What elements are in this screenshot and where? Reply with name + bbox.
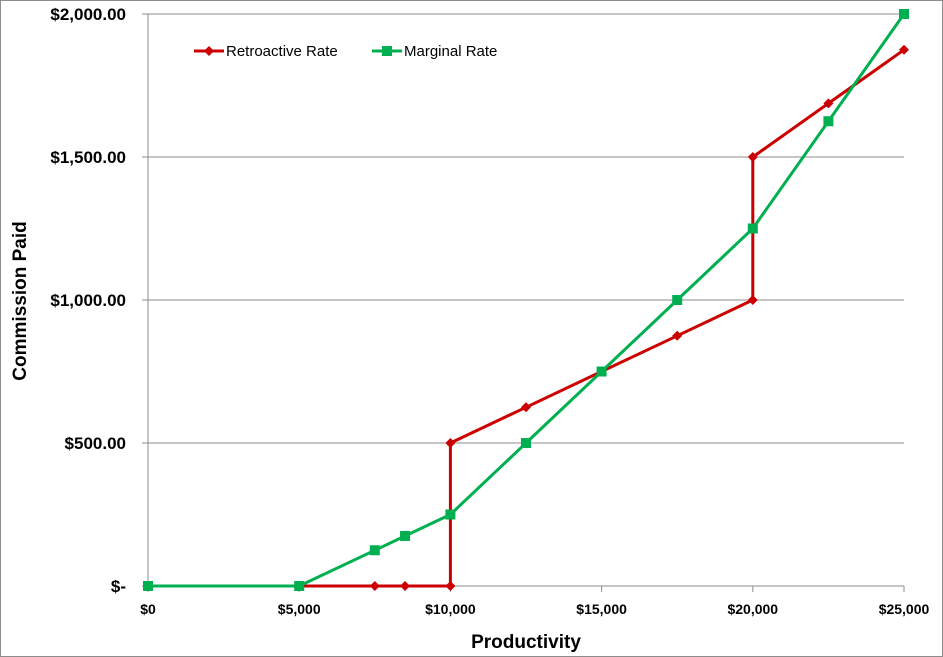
legend-label: Marginal Rate — [404, 43, 497, 60]
y-tick-label: $- — [111, 577, 126, 596]
series-marginal-rate — [143, 9, 909, 591]
data-point — [445, 581, 456, 591]
axes — [142, 13, 905, 592]
data-point — [823, 98, 834, 109]
x-tick-label: $10,000 — [425, 601, 476, 617]
data-point — [521, 438, 531, 448]
series-retroactive-rate — [143, 44, 909, 591]
x-tick-labels: $0 $5,000 $10,000 $15,000 $20,000 $25,000 — [140, 601, 929, 617]
data-point — [400, 581, 411, 591]
series-line — [148, 48, 905, 588]
x-tick-label: $25,000 — [879, 601, 930, 617]
data-point — [747, 295, 758, 305]
data-point — [400, 530, 411, 541]
y-tick-label: $1,500.00 — [50, 148, 126, 167]
data-point — [294, 581, 305, 591]
x-tick-label: $0 — [140, 601, 156, 617]
data-point — [143, 581, 153, 591]
data-point — [521, 402, 531, 413]
gridlines — [148, 13, 904, 444]
y-tick-labels: $- $500.00 $1,000.00 $1,500.00 $2,000.00 — [50, 5, 126, 596]
data-point — [747, 152, 758, 162]
data-point — [823, 116, 834, 127]
legend-label: Retroactive Rate — [226, 43, 338, 60]
x-tick-label: $15,000 — [576, 601, 627, 617]
data-point — [672, 330, 683, 341]
legend-item: Retroactive Rate — [194, 43, 338, 60]
x-axis-title: Productivity — [471, 632, 581, 653]
y-tick-label: $1,000.00 — [50, 291, 126, 310]
x-tick-label: $5,000 — [278, 601, 321, 617]
data-point — [672, 295, 683, 305]
legend-item: Marginal Rate — [372, 43, 497, 60]
data-point — [899, 9, 909, 19]
series — [143, 9, 909, 591]
data-point — [445, 509, 456, 520]
y-tick-label: $2,000.00 — [50, 5, 126, 24]
data-point — [596, 366, 607, 377]
data-point — [369, 545, 380, 556]
legend-marker — [382, 46, 392, 56]
data-point — [899, 44, 909, 55]
y-axis-title: Commission Paid — [10, 221, 31, 380]
data-point — [747, 223, 758, 234]
data-point — [369, 581, 380, 591]
data-point — [445, 438, 456, 448]
legend: Retroactive Rate Marginal Rate — [194, 43, 497, 60]
legend-marker — [204, 46, 214, 56]
y-tick-label: $500.00 — [65, 434, 126, 453]
x-tick-label: $20,000 — [727, 601, 778, 617]
